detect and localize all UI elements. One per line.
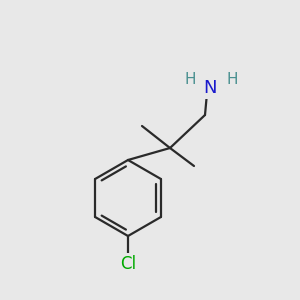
Text: N: N bbox=[203, 79, 217, 97]
Text: Cl: Cl bbox=[120, 255, 136, 273]
Text: H: H bbox=[184, 73, 196, 88]
Text: H: H bbox=[226, 73, 238, 88]
